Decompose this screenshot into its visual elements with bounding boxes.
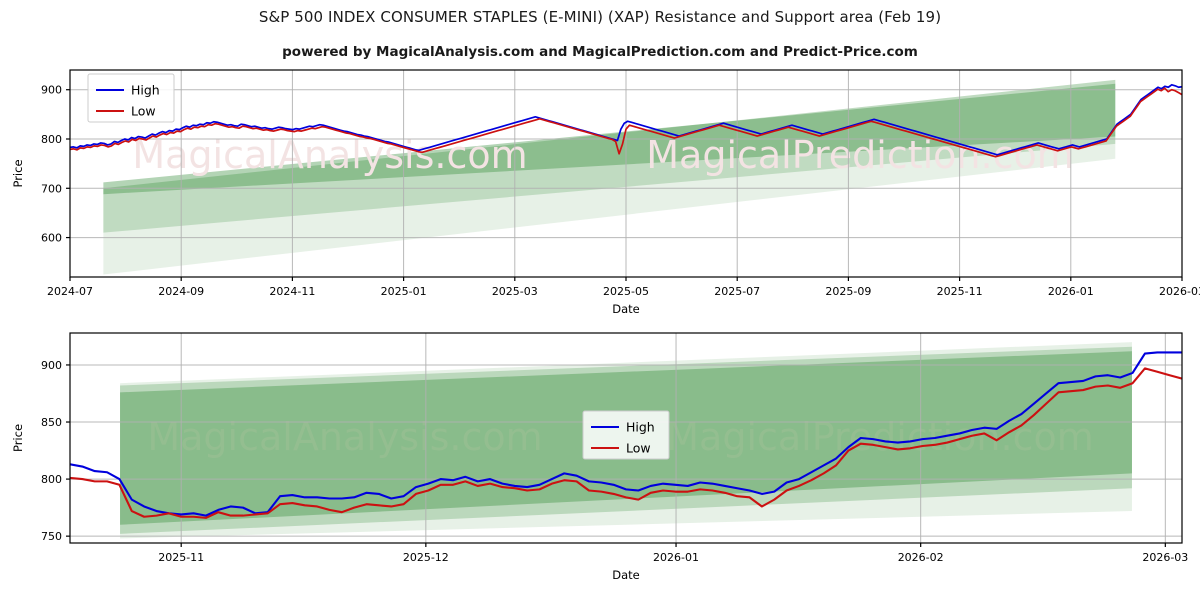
chart-legend[interactable]: High Low	[582, 410, 670, 460]
y-tick-label: 900	[41, 359, 62, 372]
y-tick-label: 800	[41, 133, 62, 146]
x-tick-label: 2025-09	[825, 285, 871, 298]
series-line-low	[70, 367, 1182, 519]
watermark-magicalprediction: MagicalPrediction.com	[646, 133, 1074, 177]
x-tick-label: 2026-03	[1159, 285, 1200, 298]
y-tick-label: 900	[41, 84, 62, 97]
x-axis-label: Date	[612, 302, 640, 316]
legend-label-low: Low	[626, 441, 651, 456]
y-axis-label: Price	[11, 424, 25, 452]
detail-chart-panel: MagicalAnalysis.com MagicalPrediction.com…	[0, 325, 1200, 600]
x-tick-label: 2026-01	[653, 551, 699, 564]
price-band-mid-band	[103, 79, 1116, 233]
page-subtitle: powered by MagicalAnalysis.com and Magic…	[282, 44, 918, 60]
legend-label-high: High	[626, 420, 655, 435]
overview-chart-panel: MagicalAnalysis.com MagicalPrediction.com…	[0, 60, 1200, 320]
x-tick-label: 2024-09	[158, 285, 204, 298]
series-line-low	[70, 87, 1182, 158]
x-tick-label: 2025-03	[492, 285, 538, 298]
x-tick-label: 2026-02	[898, 551, 944, 564]
x-tick-label: 2026-03	[1142, 551, 1188, 564]
x-tick-label: 2025-01	[381, 285, 427, 298]
x-tick-label: 2025-05	[603, 285, 649, 298]
page-title: S&P 500 INDEX CONSUMER STAPLES (E-MINI) …	[258, 8, 942, 26]
x-tick-label: 2025-11	[937, 285, 983, 298]
x-tick-label: 2025-12	[403, 551, 449, 564]
x-tick-label: 2026-01	[1048, 285, 1094, 298]
x-tick-label: 2025-11	[158, 551, 204, 564]
y-tick-label: 700	[41, 182, 62, 195]
legend-label-low: Low	[131, 104, 156, 119]
legend-label-high: High	[131, 83, 160, 98]
x-axis-label: Date	[612, 568, 640, 582]
y-tick-label: 750	[41, 530, 62, 543]
x-tick-label: 2024-07	[47, 285, 93, 298]
price-band-outer-band	[103, 79, 1116, 275]
y-tick-label: 800	[41, 473, 62, 486]
series-line-high	[70, 351, 1182, 517]
chart-legend[interactable]: High Low	[87, 73, 175, 123]
detail-chart-svg: MagicalAnalysis.com MagicalPrediction.com…	[11, 332, 1188, 582]
y-tick-label: 850	[41, 416, 62, 429]
plot-frame	[69, 332, 1183, 544]
y-tick-label: 600	[41, 232, 62, 245]
x-tick-label: 2024-11	[269, 285, 315, 298]
series-line-high	[70, 83, 1182, 156]
x-tick-label: 2025-07	[714, 285, 760, 298]
overview-chart-svg: MagicalAnalysis.com MagicalPrediction.com…	[11, 69, 1200, 316]
y-axis-label: Price	[11, 159, 25, 187]
